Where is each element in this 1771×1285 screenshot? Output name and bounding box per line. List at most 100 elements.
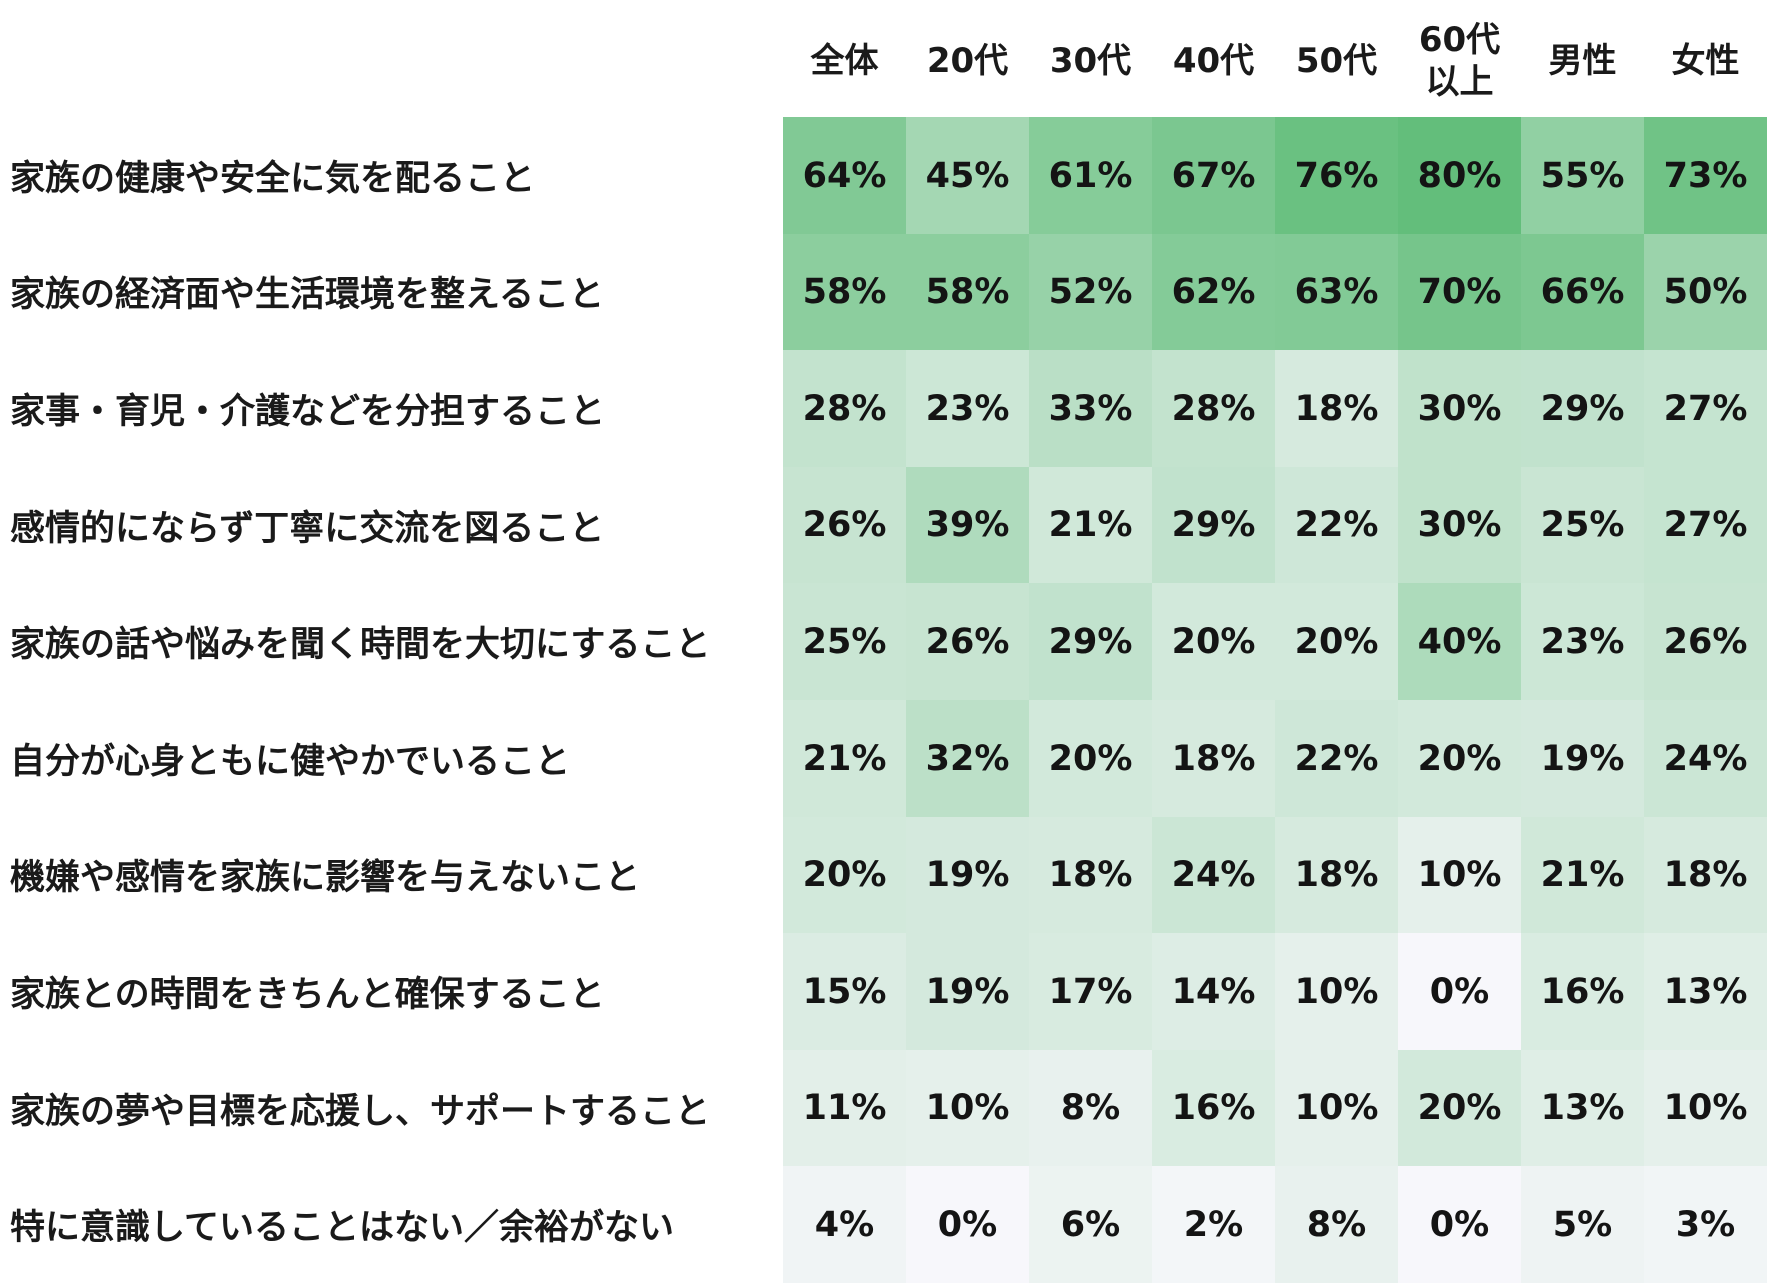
heatmap-cell: 10% <box>906 1049 1029 1167</box>
heatmap-cell: 19% <box>906 933 1029 1051</box>
column-header: 30代 <box>1029 8 1152 114</box>
column-header: 50代 <box>1275 8 1398 114</box>
heatmap-cell: 11% <box>783 1049 906 1167</box>
row-label: 家族の経済面や生活環境を整えること <box>10 275 604 316</box>
heatmap-cell: 70% <box>1398 233 1521 351</box>
heatmap-cell: 28% <box>783 350 906 468</box>
heatmap-cell: 33% <box>1029 350 1152 468</box>
column-header: 60代 以上 <box>1398 8 1521 114</box>
heatmap-cell: 39% <box>906 466 1029 584</box>
heatmap-cell: 40% <box>1398 583 1521 701</box>
heatmap-cell: 22% <box>1275 700 1398 818</box>
heatmap-cell: 8% <box>1029 1049 1152 1167</box>
heatmap-cell: 76% <box>1275 117 1398 235</box>
heatmap-cell: 32% <box>906 700 1029 818</box>
heatmap-cell: 14% <box>1152 933 1275 1051</box>
row-label: 感情的にならず丁寧に交流を図ること <box>10 508 605 549</box>
column-header-line: 60代 <box>1418 20 1501 60</box>
row-label: 家族の夢や目標を応援し、サポートすること <box>10 1091 711 1132</box>
heatmap-cell: 13% <box>1521 1049 1644 1167</box>
column-header-line: 男性 <box>1548 41 1617 81</box>
heatmap-cell: 18% <box>1275 816 1398 934</box>
column-header-line: 20代 <box>926 41 1009 81</box>
heatmap-cell: 18% <box>1275 350 1398 468</box>
column-header: 女性 <box>1644 8 1767 114</box>
column-header: 全体 <box>783 8 906 114</box>
heatmap-cell: 23% <box>1521 583 1644 701</box>
heatmap-cell: 25% <box>1521 466 1644 584</box>
heatmap-cell: 20% <box>1275 583 1398 701</box>
row-label: 家族の健康や安全に気を配ること <box>10 158 536 199</box>
heatmap-cell: 18% <box>1152 700 1275 818</box>
heatmap-cell: 30% <box>1398 466 1521 584</box>
heatmap-cell: 15% <box>783 933 906 1051</box>
row-label: 機嫌や感情を家族に影響を与えないこと <box>10 858 641 899</box>
heatmap-cell: 21% <box>1029 466 1152 584</box>
heatmap-cell: 52% <box>1029 233 1152 351</box>
heatmap-cell: 18% <box>1029 816 1152 934</box>
heatmap-cell: 24% <box>1644 700 1767 818</box>
heatmap-cell: 19% <box>1521 700 1644 818</box>
heatmap-cell: 25% <box>783 583 906 701</box>
heatmap-cell: 55% <box>1521 117 1644 235</box>
column-header-line: 40代 <box>1172 41 1255 81</box>
heatmap-cell: 80% <box>1398 117 1521 235</box>
row-label: 家族の話や悩みを聞く時間を大切にすること <box>10 625 711 666</box>
heatmap-cell: 20% <box>1152 583 1275 701</box>
heatmap-cell: 6% <box>1029 1166 1152 1284</box>
heatmap-cell: 66% <box>1521 233 1644 351</box>
column-header: 40代 <box>1152 8 1275 114</box>
heatmap-cell: 29% <box>1029 583 1152 701</box>
heatmap-cell: 67% <box>1152 117 1275 235</box>
heatmap-cell: 2% <box>1152 1166 1275 1284</box>
heatmap-cell: 50% <box>1644 233 1767 351</box>
heatmap-cell: 24% <box>1152 816 1275 934</box>
column-header-line: 50代 <box>1295 41 1378 81</box>
heatmap-cell: 58% <box>906 233 1029 351</box>
heatmap-cell: 20% <box>783 816 906 934</box>
heatmap-cell: 26% <box>783 466 906 584</box>
row-label: 特に意識していることはない／余裕がない <box>10 1208 674 1249</box>
heatmap-cell: 26% <box>1644 583 1767 701</box>
heatmap-cell: 63% <box>1275 233 1398 351</box>
heatmap-cell: 17% <box>1029 933 1152 1051</box>
heatmap-cell: 20% <box>1029 700 1152 818</box>
heatmap-cell: 20% <box>1398 700 1521 818</box>
heatmap-cell: 10% <box>1644 1049 1767 1167</box>
heatmap-cell: 58% <box>783 233 906 351</box>
heatmap-cell: 64% <box>783 117 906 235</box>
heatmap-cell: 27% <box>1644 466 1767 584</box>
row-label: 家事・育児・介護などを分担すること <box>10 391 606 432</box>
heatmap-cell: 62% <box>1152 233 1275 351</box>
heatmap-cell: 30% <box>1398 350 1521 468</box>
heatmap-cell: 13% <box>1644 933 1767 1051</box>
heatmap-cell: 26% <box>906 583 1029 701</box>
heatmap-cell: 28% <box>1152 350 1275 468</box>
heatmap-cell: 21% <box>783 700 906 818</box>
heatmap-cell: 27% <box>1644 350 1767 468</box>
heatmap-cell: 23% <box>906 350 1029 468</box>
column-header: 男性 <box>1521 8 1644 114</box>
column-header-line: 女性 <box>1671 41 1740 81</box>
heatmap-cell: 8% <box>1275 1166 1398 1284</box>
heatmap-cell: 21% <box>1521 816 1644 934</box>
heatmap-cell: 22% <box>1275 466 1398 584</box>
heatmap-cell: 10% <box>1275 1049 1398 1167</box>
heatmap-cell: 16% <box>1521 933 1644 1051</box>
heatmap-cell: 73% <box>1644 117 1767 235</box>
column-header-line: 30代 <box>1049 41 1132 81</box>
heatmap-cell: 5% <box>1521 1166 1644 1284</box>
heatmap-cell: 18% <box>1644 816 1767 934</box>
column-header: 20代 <box>906 8 1029 114</box>
heatmap-cell: 10% <box>1398 816 1521 934</box>
column-header-line: 全体 <box>810 41 879 81</box>
heatmap-cell: 0% <box>906 1166 1029 1284</box>
heatmap-cell: 29% <box>1152 466 1275 584</box>
column-header-line: 以上 <box>1425 62 1494 102</box>
heatmap-cell: 61% <box>1029 117 1152 235</box>
heatmap-cell: 3% <box>1644 1166 1767 1284</box>
heatmap-cell: 16% <box>1152 1049 1275 1167</box>
row-label: 自分が心身ともに健やかでいること <box>10 741 571 782</box>
heatmap-cell: 10% <box>1275 933 1398 1051</box>
